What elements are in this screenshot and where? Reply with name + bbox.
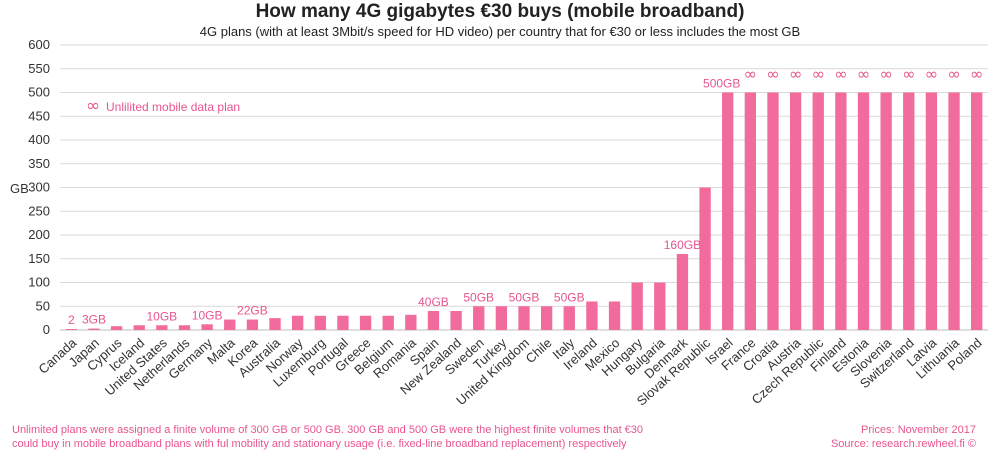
source-credit: Source: research.rewheel.fi © bbox=[830, 438, 976, 450]
y-tick-label: 550 bbox=[28, 61, 50, 76]
y-tick-label: 50 bbox=[36, 298, 50, 313]
bar bbox=[518, 306, 530, 330]
prices-date: Prices: November 2017 bbox=[861, 424, 976, 436]
bar bbox=[427, 311, 440, 330]
bar bbox=[722, 92, 734, 330]
infinity-icon: ∞ bbox=[744, 65, 757, 84]
bar bbox=[744, 92, 756, 330]
infinity-icon: ∞ bbox=[766, 65, 779, 84]
bar bbox=[495, 306, 508, 330]
bar bbox=[224, 319, 236, 330]
bar bbox=[835, 92, 847, 330]
chart-subtitle: 4G plans (with at least 3Mbit/s speed fo… bbox=[199, 24, 801, 39]
bar bbox=[789, 92, 802, 330]
bar bbox=[857, 92, 870, 330]
y-axis-label: GB bbox=[10, 181, 29, 196]
bar bbox=[880, 92, 892, 330]
bar bbox=[201, 324, 213, 330]
bar bbox=[88, 328, 100, 330]
y-tick-label: 0 bbox=[43, 322, 50, 337]
data-label: 22GB bbox=[237, 304, 268, 318]
y-tick-label: 300 bbox=[28, 180, 50, 195]
infinity-icon: ∞ bbox=[812, 65, 825, 84]
footnote-line-2: could buy in mobile broadband plans with… bbox=[12, 438, 627, 450]
infinity-icon: ∞ bbox=[857, 65, 870, 84]
bar bbox=[563, 306, 575, 330]
bar bbox=[269, 318, 281, 330]
data-label: 3GB bbox=[82, 313, 106, 327]
bar-chart: 0 50 100 150 200 250 300 350 400 450 500 550 600 2 3G… bbox=[10, 37, 988, 409]
bar bbox=[65, 329, 77, 330]
data-labels: 2 3GB 10GB 10GB 22GB 40GB 50GB 50GB 50GB 160GB 500… bbox=[68, 77, 740, 328]
bar bbox=[246, 319, 259, 330]
bar bbox=[156, 325, 168, 330]
data-label: 50GB bbox=[554, 290, 585, 304]
bar bbox=[676, 254, 689, 330]
bar bbox=[586, 301, 598, 330]
data-label: 50GB bbox=[509, 290, 540, 304]
infinity-icon: ∞ bbox=[970, 65, 983, 84]
data-label: 2 bbox=[68, 313, 75, 327]
bar bbox=[450, 311, 462, 330]
infinity-icon: ∞ bbox=[902, 65, 915, 84]
y-tick-label: 350 bbox=[28, 156, 50, 171]
bar bbox=[767, 92, 779, 330]
y-tick-label: 100 bbox=[28, 275, 50, 290]
infinity-icon: ∞ bbox=[879, 65, 892, 84]
chart-title: How many 4G gigabytes €30 buys (mobile b… bbox=[255, 1, 745, 22]
bar bbox=[110, 326, 123, 330]
infinity-icon: ∞ bbox=[947, 65, 960, 84]
infinity-icon: ∞ bbox=[789, 65, 802, 84]
bars bbox=[65, 92, 983, 330]
data-label: 160GB bbox=[664, 238, 701, 252]
bar bbox=[178, 325, 191, 330]
bar bbox=[473, 306, 485, 330]
footnote: Unlimited plans were assigned a finite v… bbox=[12, 423, 772, 451]
y-tick-label: 250 bbox=[28, 203, 50, 218]
y-tick-label: 500 bbox=[28, 85, 50, 100]
bar bbox=[359, 315, 372, 330]
bar bbox=[925, 92, 938, 330]
bar bbox=[337, 315, 349, 330]
bar bbox=[133, 325, 145, 330]
data-label: 10GB bbox=[192, 308, 223, 322]
legend-note-text: Unlilited mobile data plan bbox=[106, 100, 240, 114]
bar bbox=[540, 306, 553, 330]
footnote-line-1: Unlimited plans were assigned a finite v… bbox=[12, 424, 644, 436]
credit: Prices: November 2017 Source: research.r… bbox=[831, 423, 976, 451]
infinity-icon: ∞ bbox=[834, 65, 847, 84]
data-label: 10GB bbox=[147, 309, 178, 323]
bar bbox=[699, 187, 711, 330]
y-tick-label: 600 bbox=[28, 37, 50, 52]
unlimited-markers: ∞ ∞ ∞ ∞ ∞ ∞ ∞ ∞ ∞ ∞ ∞ bbox=[744, 65, 984, 84]
bar bbox=[654, 282, 666, 330]
bar bbox=[971, 92, 983, 330]
y-tick-label: 450 bbox=[28, 108, 50, 123]
bar bbox=[631, 282, 643, 330]
bar bbox=[405, 314, 417, 330]
y-tick-label: 400 bbox=[28, 132, 50, 147]
legend-note: ∞ Unlilited mobile data plan bbox=[86, 96, 240, 116]
bar bbox=[608, 301, 621, 330]
bar bbox=[382, 315, 394, 330]
y-tick-label: 150 bbox=[28, 251, 50, 266]
bar bbox=[314, 315, 326, 330]
bar bbox=[292, 315, 304, 330]
gridlines bbox=[60, 44, 988, 331]
bar bbox=[903, 92, 915, 330]
data-label: 40GB bbox=[418, 295, 449, 309]
bar bbox=[812, 92, 824, 330]
infinity-icon: ∞ bbox=[86, 96, 100, 116]
infinity-icon: ∞ bbox=[925, 65, 938, 84]
y-tick-label: 200 bbox=[28, 227, 50, 242]
bar bbox=[948, 92, 960, 330]
data-label: 500GB bbox=[703, 77, 740, 91]
data-label: 50GB bbox=[463, 290, 494, 304]
